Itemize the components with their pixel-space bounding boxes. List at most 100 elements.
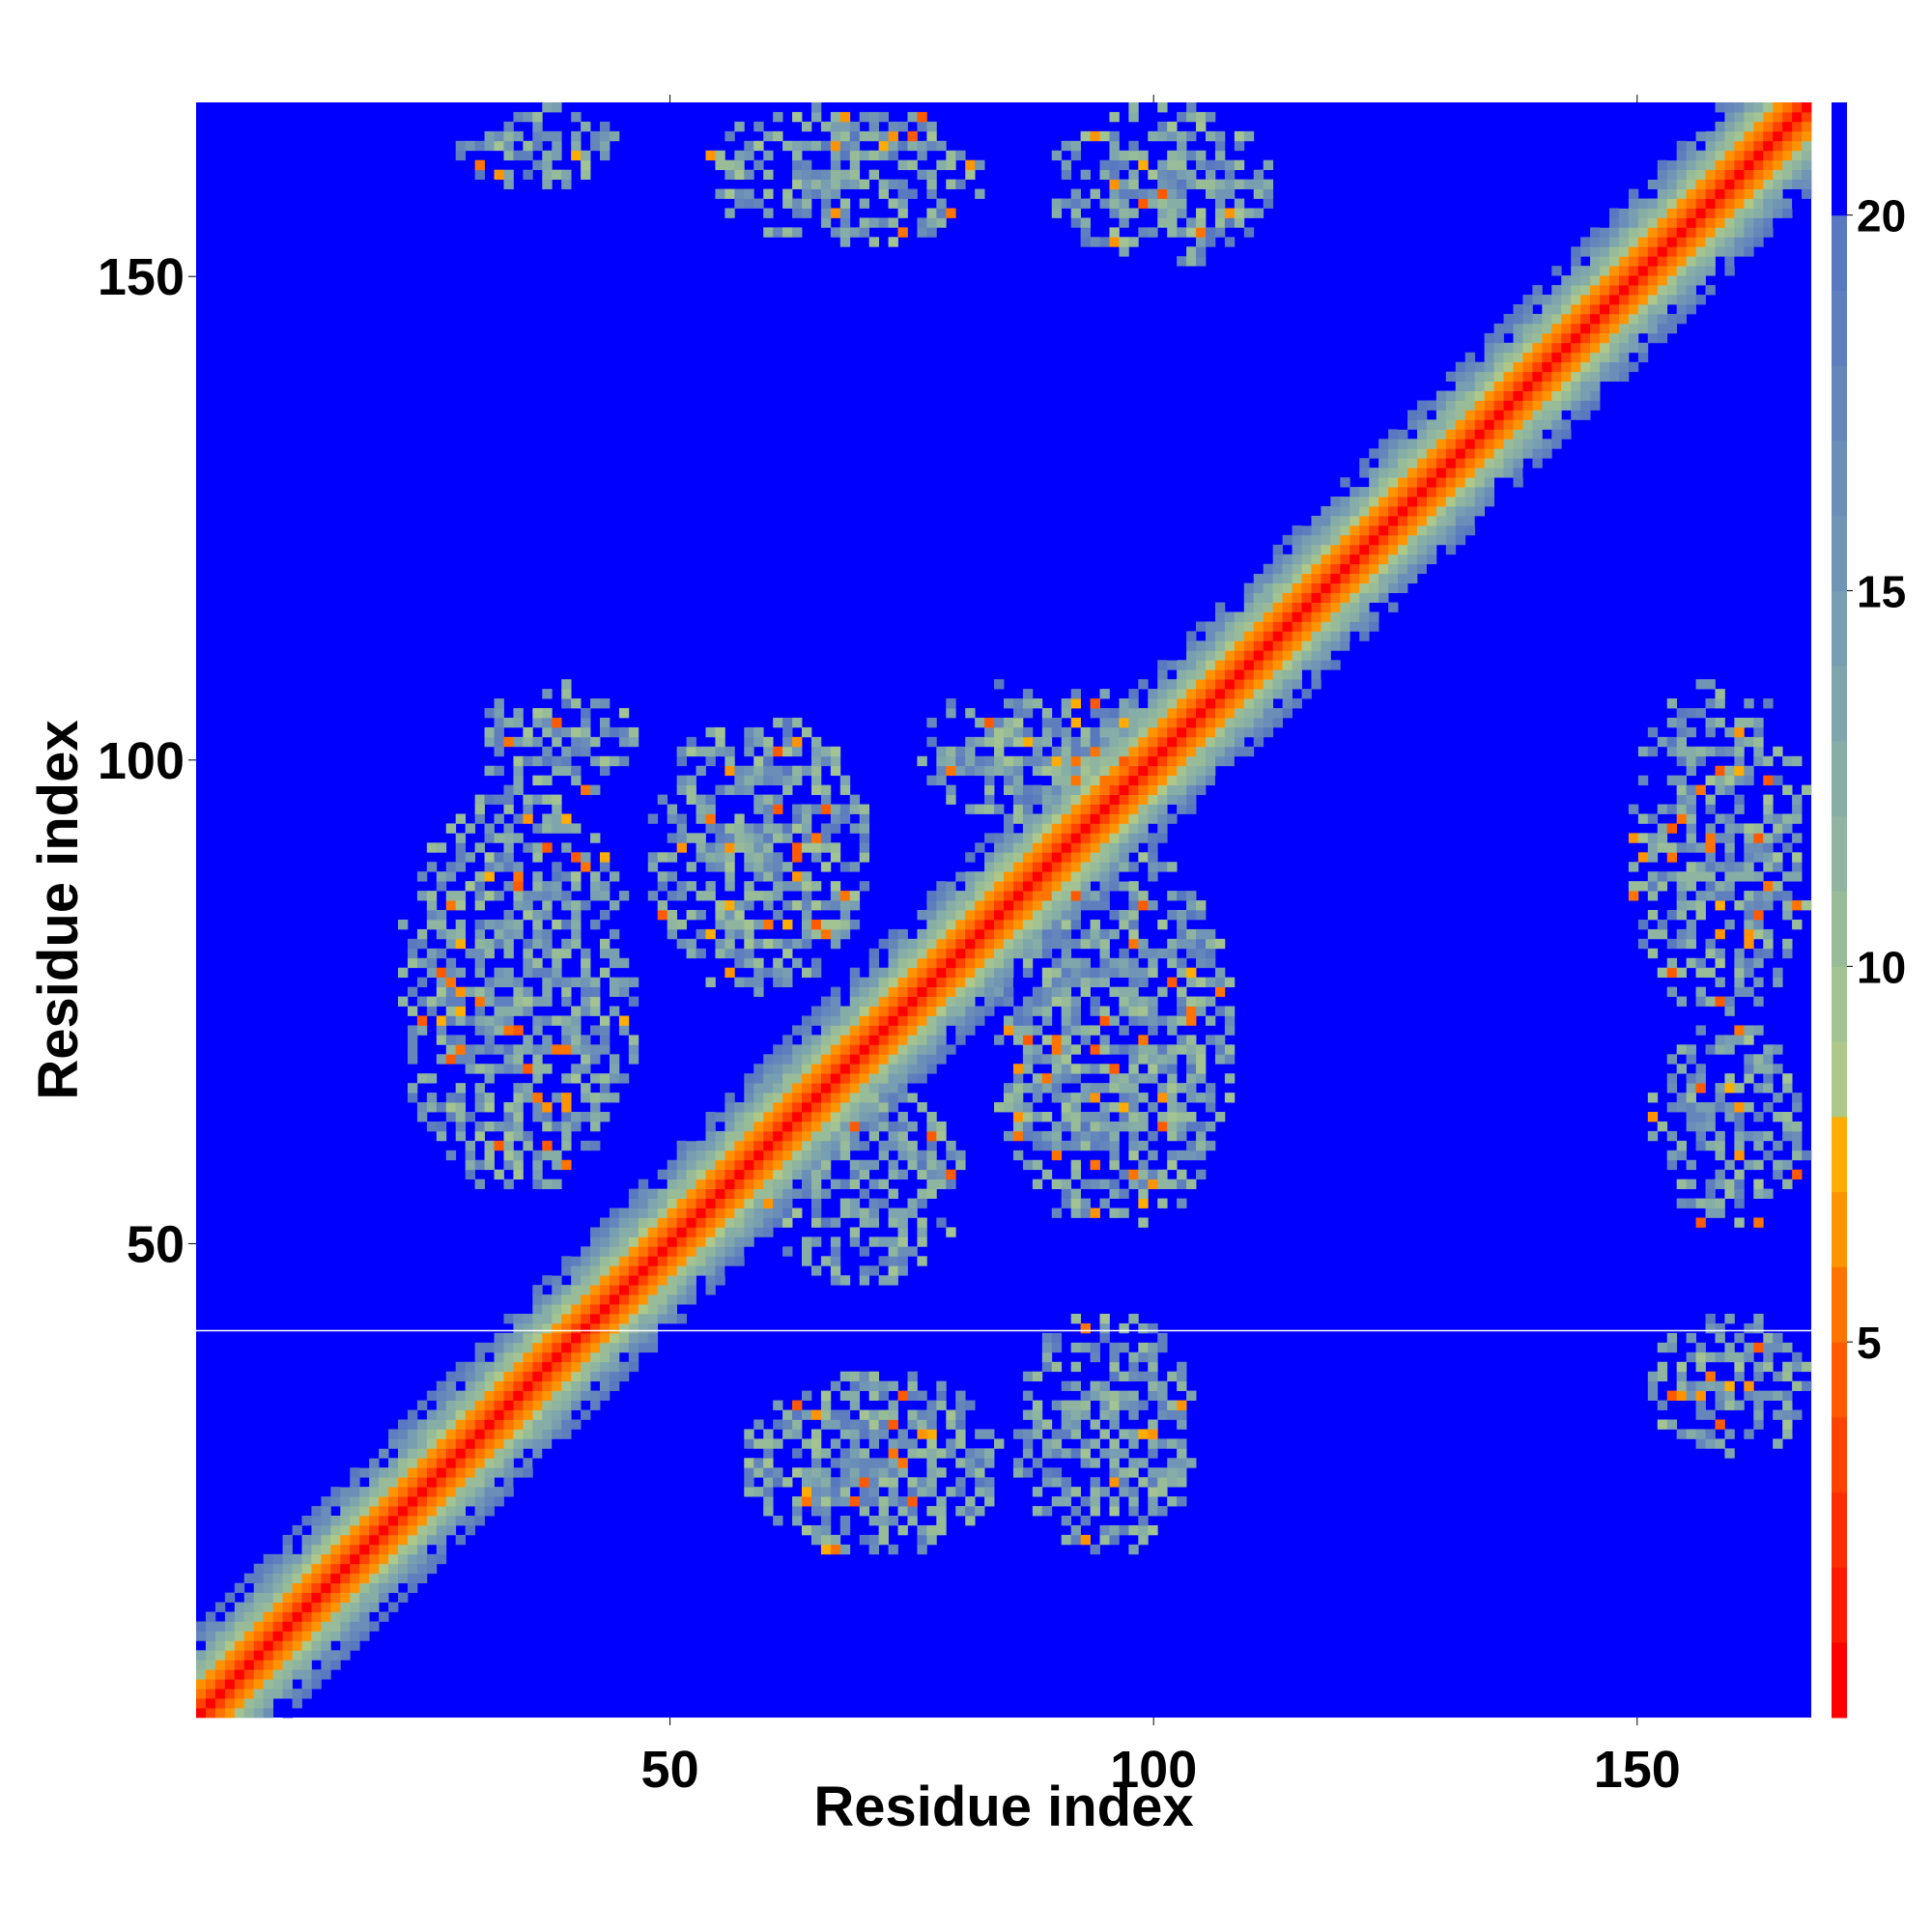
heatmap-cell <box>859 1169 870 1180</box>
heatmap-cell <box>542 689 553 699</box>
heatmap-cell <box>1157 833 1168 843</box>
heatmap-cell <box>705 1256 716 1266</box>
heatmap-cell <box>1792 1361 1803 1373</box>
heatmap-cell <box>1214 698 1226 709</box>
heatmap-cell <box>1119 1073 1129 1084</box>
heatmap-cell <box>1763 1054 1774 1065</box>
heatmap-cell <box>859 1006 870 1016</box>
heatmap-cell <box>426 1006 438 1016</box>
heatmap-cell <box>1609 313 1620 325</box>
heatmap-cell <box>1196 996 1207 1007</box>
heatmap-cell <box>1004 755 1014 767</box>
heatmap-cell <box>1378 573 1389 584</box>
heatmap-cell <box>1119 957 1129 969</box>
heatmap-cell <box>503 881 514 892</box>
heatmap-cell <box>1330 573 1341 584</box>
heatmap-cell <box>1206 717 1216 728</box>
heatmap-cell <box>810 1487 822 1497</box>
heatmap-cell <box>1551 439 1562 449</box>
heatmap-cell <box>917 1150 927 1161</box>
heatmap-cell <box>1330 611 1341 622</box>
heatmap-cell <box>888 1487 898 1497</box>
heatmap-cell <box>301 1553 312 1565</box>
heatmap-cell <box>484 1477 495 1488</box>
heatmap-cell <box>839 1390 851 1401</box>
heatmap-cell <box>773 823 783 834</box>
heatmap-cell <box>859 1093 870 1103</box>
heatmap-cell <box>676 833 687 843</box>
heatmap-cell <box>878 986 889 997</box>
heatmap-cell <box>955 919 966 930</box>
heatmap-cell <box>1253 736 1264 748</box>
heatmap-cell <box>1051 967 1063 979</box>
heatmap-cell <box>503 736 514 748</box>
heatmap-cell <box>1666 717 1678 728</box>
heatmap-cell <box>1753 1342 1764 1353</box>
heatmap-cell <box>734 948 745 959</box>
heatmap-cell <box>581 900 591 911</box>
heatmap-cell <box>1090 1544 1100 1555</box>
heatmap-cell <box>1407 419 1418 430</box>
heatmap-cell <box>1119 852 1129 863</box>
heatmap-cell <box>1119 736 1129 748</box>
heatmap-cell <box>1253 611 1264 622</box>
heatmap-cell <box>926 1179 937 1190</box>
heatmap-cell <box>1657 881 1668 892</box>
heatmap-cell <box>1272 669 1284 680</box>
heatmap-cell <box>628 1351 639 1363</box>
heatmap-cell <box>359 1553 370 1565</box>
heatmap-cell <box>820 1093 832 1103</box>
heatmap-cell <box>1090 1458 1100 1468</box>
heatmap-cell <box>321 1602 331 1612</box>
heatmap-cell <box>282 1611 293 1622</box>
heatmap-cell <box>1628 342 1639 354</box>
heatmap-cell <box>552 1150 562 1161</box>
heatmap-cell <box>474 1093 485 1103</box>
heatmap-cell <box>1234 669 1245 680</box>
heatmap-cell <box>734 1140 745 1151</box>
heatmap-cell <box>859 1506 870 1517</box>
heatmap-cell <box>581 1380 591 1392</box>
heatmap-cell <box>292 1698 302 1709</box>
heatmap-cell <box>1148 900 1158 911</box>
heatmap-cell <box>1070 1044 1082 1055</box>
heatmap-cell <box>839 891 851 901</box>
heatmap-cell <box>1128 1314 1139 1324</box>
heatmap-cell <box>1715 881 1725 892</box>
heatmap-cell <box>1782 823 1793 834</box>
heatmap-cell <box>1359 631 1370 641</box>
heatmap-cell <box>436 1487 447 1497</box>
heatmap-cell <box>445 1371 457 1382</box>
heatmap-cell <box>1272 554 1284 565</box>
heatmap-cell <box>1022 736 1034 748</box>
heatmap-cell <box>753 1093 764 1103</box>
heatmap-cell <box>1148 689 1158 699</box>
heatmap-cell <box>272 1563 283 1575</box>
heatmap-cell <box>301 1592 312 1603</box>
heatmap-cell <box>1272 602 1284 612</box>
heatmap-cell <box>205 1660 216 1670</box>
heatmap-cell <box>503 1150 514 1161</box>
heatmap-cell <box>1090 1380 1100 1392</box>
heatmap-cell <box>753 919 764 930</box>
heatmap-cell <box>1070 833 1082 843</box>
heatmap-cell <box>917 1015 927 1026</box>
heatmap-cell <box>955 1390 966 1401</box>
heatmap-cell <box>1061 967 1072 979</box>
heatmap-cell <box>484 1159 495 1171</box>
heatmap-cell <box>1109 1342 1120 1353</box>
heatmap-cell <box>609 1285 620 1295</box>
heatmap-cell <box>253 1611 265 1622</box>
heatmap-cell <box>1051 862 1063 872</box>
heatmap-cell <box>253 1582 265 1594</box>
heatmap-cell <box>600 1217 611 1228</box>
heatmap-cell <box>590 1371 601 1382</box>
heatmap-cell <box>1128 1064 1139 1074</box>
heatmap-cell <box>455 928 467 940</box>
heatmap-cell <box>1666 1390 1678 1401</box>
heatmap-cell <box>1686 1073 1696 1084</box>
heatmap-cell <box>465 1448 476 1459</box>
heatmap-cell <box>1099 928 1110 940</box>
heatmap-cell <box>1080 871 1091 882</box>
heatmap-cell <box>1196 660 1207 670</box>
